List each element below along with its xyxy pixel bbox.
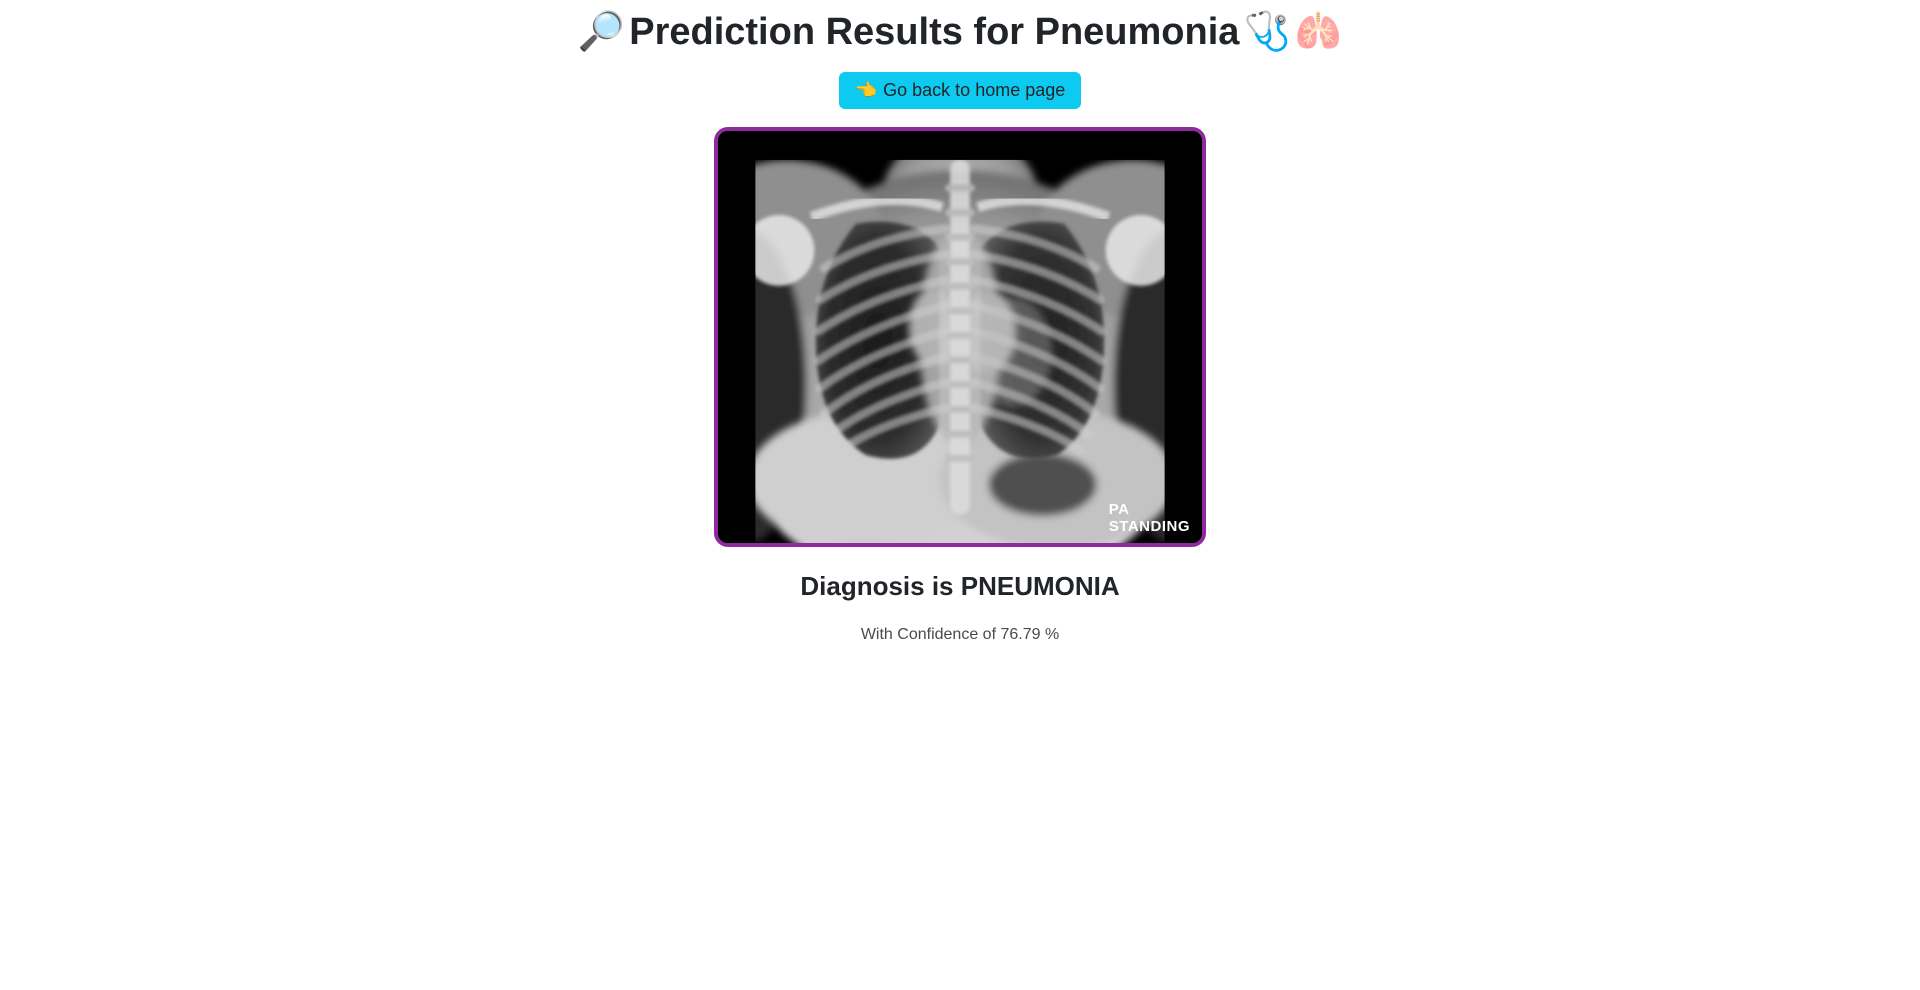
xray-image: [718, 131, 1202, 543]
xray-watermark: PA STANDING: [1109, 502, 1190, 535]
xray-watermark-line1: PA: [1109, 502, 1190, 519]
lungs-icon: 🫁: [1295, 10, 1342, 54]
back-button-label: Go back to home page: [883, 80, 1065, 101]
page-title-text: Prediction Results for Pneumonia: [629, 11, 1239, 54]
stethoscope-icon: 🩺: [1243, 10, 1290, 54]
xray-image-container: PA STANDING: [714, 127, 1206, 547]
xray-watermark-line2: STANDING: [1109, 519, 1190, 536]
back-home-button[interactable]: 👈 Go back to home page: [839, 72, 1082, 109]
diagnosis-result: Diagnosis is PNEUMONIA: [800, 571, 1119, 602]
confidence-text: With Confidence of 76.79 %: [861, 626, 1059, 644]
magnifying-glass-icon: 🔎: [578, 10, 625, 54]
pointing-left-icon: 👈: [855, 80, 877, 101]
page-title: 🔎 Prediction Results for Pneumonia 🩺 🫁: [578, 10, 1342, 54]
